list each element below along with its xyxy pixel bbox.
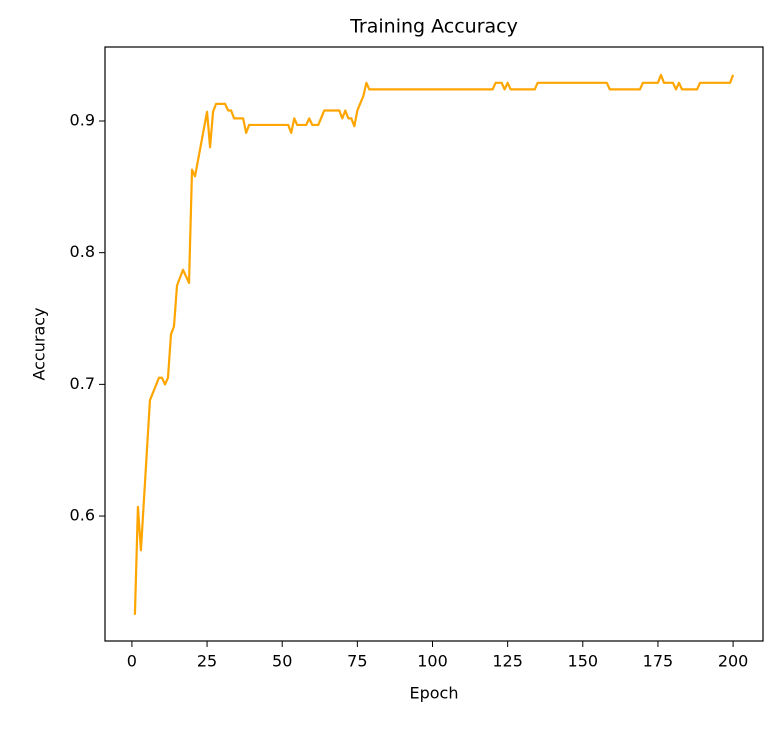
- x-tick-label: 25: [197, 652, 217, 671]
- y-tick-label: 0.7: [70, 374, 95, 393]
- x-tick-label: 100: [417, 652, 448, 671]
- x-tick-label: 50: [272, 652, 292, 671]
- x-tick-label: 175: [643, 652, 674, 671]
- x-tick-label: 150: [568, 652, 599, 671]
- y-tick-label: 0.8: [70, 242, 95, 261]
- x-tick-label: 125: [492, 652, 523, 671]
- plot-frame: [104, 46, 764, 642]
- chart-title: Training Accuracy: [349, 16, 518, 38]
- x-axis-label: Epoch: [410, 684, 459, 703]
- line: [133, 73, 735, 615]
- y-tick-label: 0.6: [70, 506, 95, 525]
- x-tick-label: 200: [718, 652, 749, 671]
- x-tick-label: 75: [347, 652, 367, 671]
- y-tick-label: 0.9: [70, 111, 95, 130]
- y-axis-label: Accuracy: [30, 307, 49, 380]
- x-tick-label: 0: [127, 652, 137, 671]
